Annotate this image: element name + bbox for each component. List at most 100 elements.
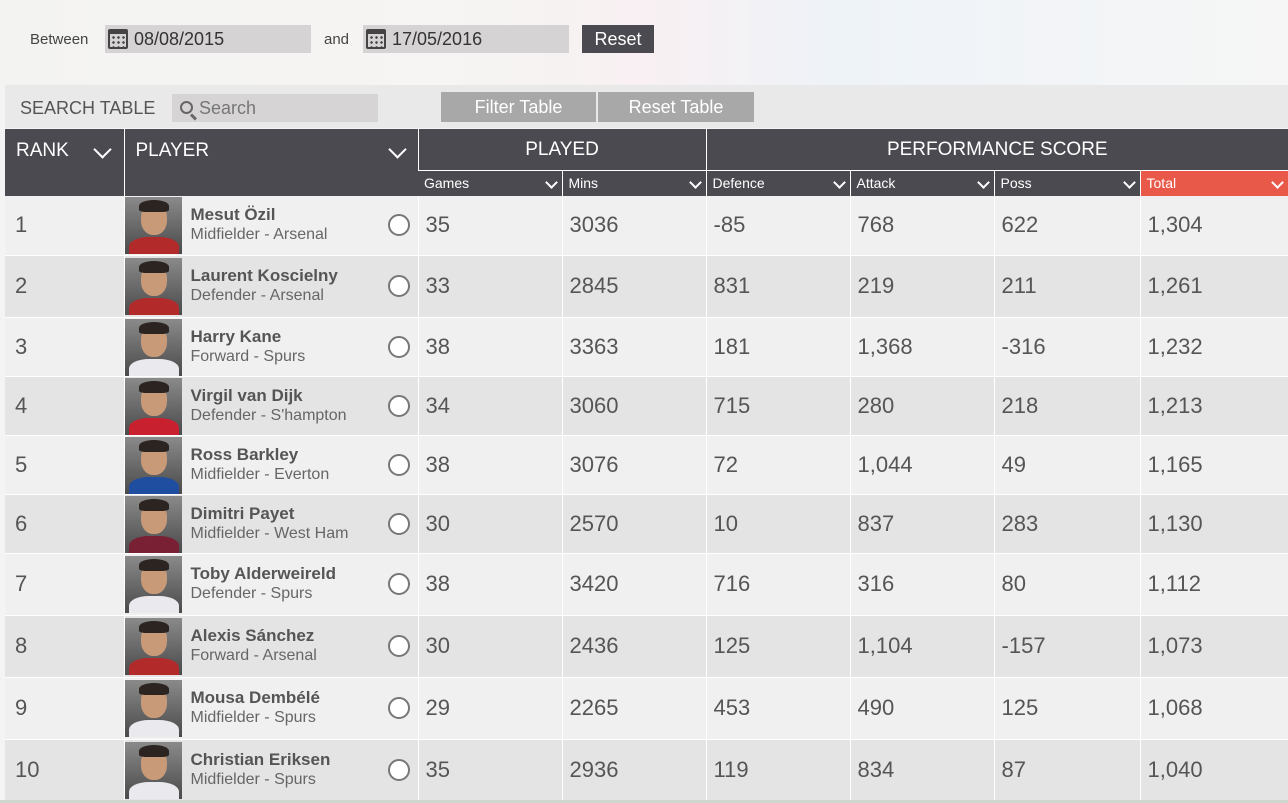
player-photo	[124, 197, 182, 255]
poss-cell: 211	[993, 255, 1141, 318]
player-name[interactable]: Ross Barkley	[190, 444, 299, 464]
compare-radio[interactable]	[387, 335, 410, 358]
defence-header[interactable]: Defence	[705, 170, 851, 196]
compare-radio[interactable]	[387, 759, 410, 781]
poss-cell: 80	[993, 553, 1141, 616]
chevron-down-icon[interactable]	[544, 176, 558, 189]
compare-radio[interactable]	[387, 697, 410, 719]
rank-header[interactable]: RANK	[5, 129, 124, 196]
table-row[interactable]: 5 Ross Barkley Midfielder - Everton 38 3076 7…	[5, 435, 1288, 495]
chevron-down-icon[interactable]	[1271, 176, 1284, 189]
compare-radio[interactable]	[387, 453, 410, 476]
to-date-field[interactable]: 17/05/2016	[363, 25, 569, 53]
rank-cell: 5	[5, 435, 124, 495]
games-cell: 38	[417, 435, 562, 495]
mins-cell: 2265	[561, 677, 707, 740]
filter-table-button[interactable]: Filter Table	[441, 92, 596, 122]
defence-cell: 125	[705, 615, 851, 678]
mins-cell: 3420	[561, 553, 707, 616]
played-group-header: PLAYED	[417, 129, 707, 171]
games-cell: 35	[417, 196, 562, 256]
compare-radio[interactable]	[387, 394, 410, 417]
poss-cell: -316	[993, 317, 1141, 377]
reset-dates-button[interactable]: Reset	[582, 25, 654, 53]
chevron-down-icon[interactable]	[1122, 176, 1136, 189]
player-name[interactable]: Virgil van Dijk	[190, 385, 303, 405]
attack-cell: 768	[849, 196, 995, 256]
compare-radio[interactable]	[387, 573, 410, 595]
search-icon	[180, 101, 198, 121]
chevron-down-icon[interactable]	[976, 176, 990, 189]
games-cell: 30	[417, 615, 562, 678]
player-header[interactable]: PLAYER	[123, 129, 418, 196]
compare-radio[interactable]	[387, 275, 410, 297]
attack-cell: 1,368	[849, 317, 995, 377]
player-role: Midfielder - Spurs	[190, 771, 316, 788]
chevron-down-icon[interactable]	[93, 140, 112, 159]
attack-header[interactable]: Attack	[849, 170, 995, 196]
compare-radio[interactable]	[387, 512, 410, 535]
compare-radio[interactable]	[387, 635, 410, 657]
player-name[interactable]: Laurent Koscielny	[190, 266, 338, 285]
player-name[interactable]: Christian Eriksen	[190, 750, 331, 769]
chevron-down-icon[interactable]	[688, 176, 702, 189]
player-name[interactable]: Dimitri Payet	[190, 503, 295, 523]
from-date-field[interactable]: 08/08/2015	[105, 25, 311, 53]
attack-cell: 490	[849, 677, 995, 740]
reset-table-button[interactable]: Reset Table	[598, 92, 754, 122]
table-row[interactable]: 4 Virgil van Dijk Defender - S'hampton 34 30…	[5, 376, 1288, 436]
rank-cell: 1	[5, 196, 124, 256]
attack-cell: 280	[849, 376, 995, 436]
attack-cell: 1,104	[849, 615, 995, 678]
games-cell: 38	[417, 553, 562, 616]
table-row[interactable]: 2 Laurent Koscielny Defender - Arsenal 33 28…	[5, 255, 1288, 318]
compare-radio[interactable]	[387, 214, 410, 237]
mins-cell: 3060	[561, 376, 707, 436]
mins-cell: 3036	[561, 196, 707, 256]
poss-header[interactable]: Poss	[993, 170, 1141, 196]
search-box[interactable]	[172, 94, 378, 122]
player-name[interactable]: Alexis Sánchez	[190, 626, 315, 645]
chevron-down-icon[interactable]	[832, 176, 846, 189]
table-row[interactable]: 7 Toby Alderweireld Defender - Spurs 38 3420…	[5, 553, 1288, 616]
calendar-icon[interactable]	[366, 29, 386, 49]
table-row[interactable]: 10 Christian Eriksen Midfielder - Spurs 35 2…	[5, 739, 1288, 802]
defence-cell: 72	[705, 435, 851, 495]
defence-cell: 10	[705, 494, 851, 554]
games-cell: 30	[417, 494, 562, 554]
search-table-label: SEARCH TABLE	[20, 98, 156, 118]
chevron-down-icon[interactable]	[387, 140, 407, 159]
games-header[interactable]: Games	[418, 170, 562, 196]
player-cell: Christian Eriksen Midfielder - Spurs	[123, 739, 418, 802]
player-role: Forward - Arsenal	[190, 647, 317, 664]
attack-cell: 219	[849, 255, 995, 318]
table-row[interactable]: 6 Dimitri Payet Midfielder - West Ham 30 257…	[5, 494, 1288, 554]
total-cell: 1,261	[1139, 255, 1288, 318]
games-cell: 33	[417, 255, 562, 318]
attack-cell: 1,044	[849, 435, 995, 495]
date-filter-bar: Between 08/08/2015 and 17/05/2016 Reset	[0, 0, 1288, 85]
table-row[interactable]: 1 Mesut Özil Midfielder - Arsenal 35 3036 -85…	[5, 196, 1288, 256]
to-date-value: 17/05/2016	[392, 28, 483, 49]
table-row[interactable]: 8 Alexis Sánchez Forward - Arsenal 30 2436 12…	[5, 615, 1288, 678]
player-name[interactable]: Mousa Dembélé	[190, 688, 320, 707]
poss-cell: 622	[993, 196, 1141, 256]
table-row[interactable]: 3 Harry Kane Forward - Spurs 38 3363 181 1,368…	[5, 317, 1288, 377]
search-input[interactable]	[199, 97, 369, 119]
defence-cell: 119	[705, 739, 851, 802]
table-row[interactable]: 9 Mousa Dembélé Midfielder - Spurs 29 2265 45…	[5, 677, 1288, 740]
total-header[interactable]: Total	[1139, 170, 1288, 196]
player-name[interactable]: Mesut Özil	[190, 205, 276, 225]
player-name[interactable]: Harry Kane	[190, 326, 282, 346]
player-photo	[124, 318, 182, 376]
total-cell: 1,112	[1139, 553, 1288, 616]
mins-header[interactable]: Mins	[561, 170, 707, 196]
player-photo	[124, 742, 182, 799]
player-name[interactable]: Toby Alderweireld	[190, 564, 336, 583]
player-photo	[124, 377, 182, 435]
player-cell: Harry Kane Forward - Spurs	[123, 317, 418, 377]
rank-cell: 3	[5, 317, 124, 377]
rank-cell: 7	[5, 553, 124, 616]
calendar-icon[interactable]	[108, 29, 128, 49]
player-cell: Dimitri Payet Midfielder - West Ham	[123, 494, 418, 554]
